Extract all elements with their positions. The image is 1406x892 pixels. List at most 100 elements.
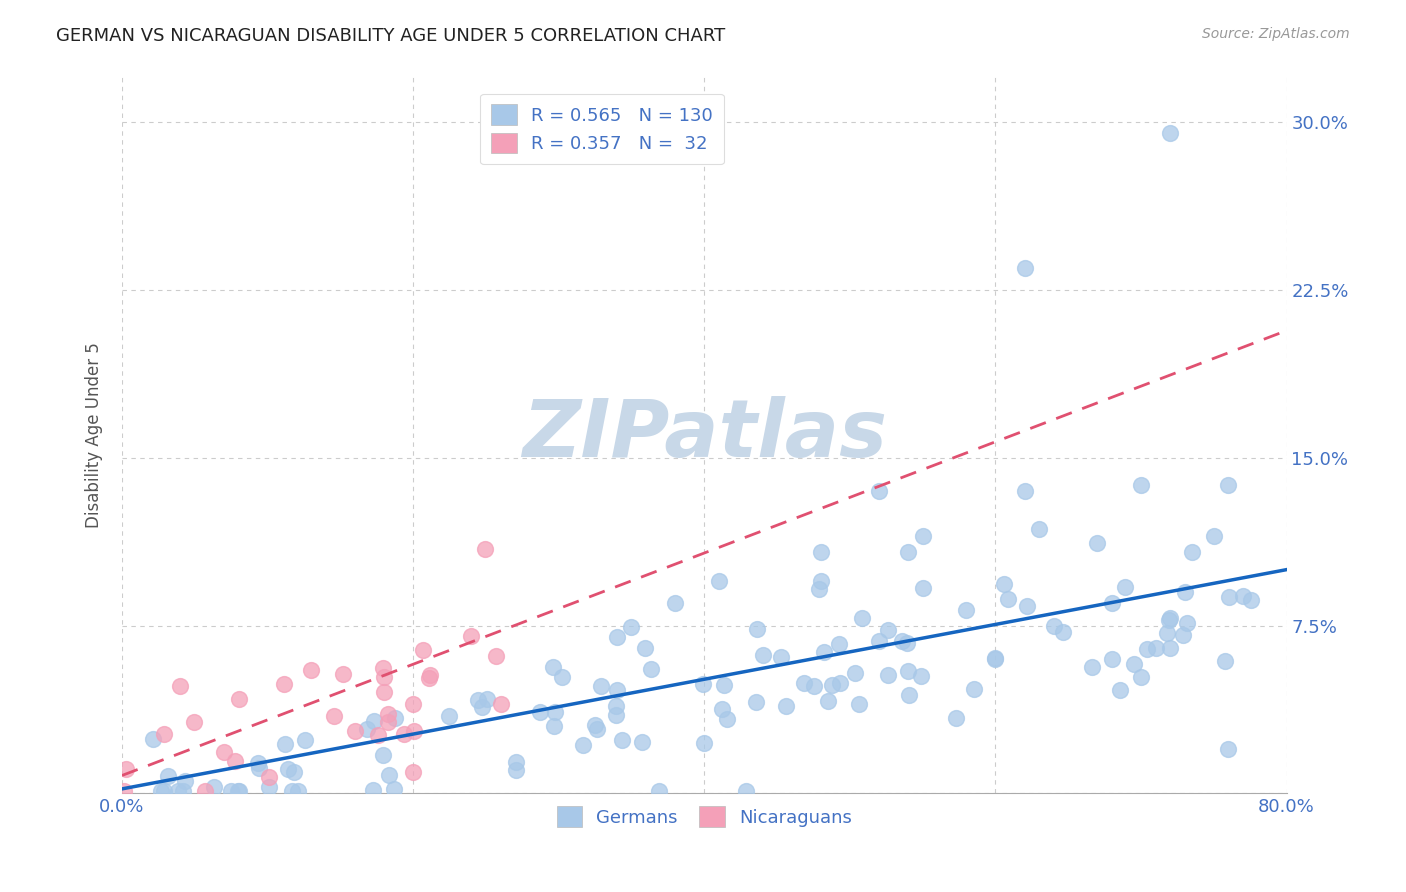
Point xyxy=(1085,535,1108,549)
Text: ZIPatlas: ZIPatlas xyxy=(522,396,887,475)
Point xyxy=(844,665,866,680)
Point xyxy=(412,643,434,657)
Point xyxy=(821,678,844,692)
Point xyxy=(692,677,714,691)
Point xyxy=(713,678,735,692)
Point xyxy=(112,784,135,798)
Point xyxy=(993,577,1015,591)
Point xyxy=(1101,596,1123,610)
Point xyxy=(1213,654,1236,668)
Point xyxy=(471,700,494,714)
Point xyxy=(544,705,567,719)
Point xyxy=(259,780,281,795)
Point xyxy=(744,695,766,709)
Point xyxy=(897,689,920,703)
Point xyxy=(247,761,270,775)
Point xyxy=(1014,260,1036,275)
Point xyxy=(1028,522,1050,536)
Point xyxy=(997,591,1019,606)
Point xyxy=(332,667,354,681)
Point xyxy=(402,764,425,779)
Point xyxy=(419,668,441,682)
Point xyxy=(273,677,295,691)
Point xyxy=(828,637,851,651)
Point xyxy=(1042,618,1064,632)
Point xyxy=(277,762,299,776)
Point xyxy=(1181,544,1204,558)
Point xyxy=(371,661,394,675)
Point xyxy=(257,771,280,785)
Point xyxy=(1171,627,1194,641)
Point xyxy=(287,784,309,798)
Point xyxy=(876,623,898,637)
Point xyxy=(541,660,564,674)
Point xyxy=(583,718,606,732)
Point xyxy=(633,640,655,655)
Point xyxy=(810,574,832,588)
Point xyxy=(172,784,194,798)
Point xyxy=(377,714,399,729)
Point xyxy=(226,784,249,798)
Point xyxy=(489,697,512,711)
Point xyxy=(1174,585,1197,599)
Point xyxy=(373,747,395,762)
Point xyxy=(1156,626,1178,640)
Point xyxy=(1130,670,1153,684)
Point xyxy=(281,784,304,798)
Point xyxy=(890,633,912,648)
Point xyxy=(363,714,385,728)
Point xyxy=(543,719,565,733)
Point xyxy=(640,661,662,675)
Point xyxy=(851,611,873,625)
Point xyxy=(1017,599,1039,613)
Point xyxy=(166,784,188,798)
Point xyxy=(1175,615,1198,630)
Point xyxy=(1159,640,1181,655)
Point xyxy=(274,737,297,751)
Point xyxy=(710,701,733,715)
Point xyxy=(1101,652,1123,666)
Point xyxy=(1014,484,1036,499)
Point xyxy=(848,697,870,711)
Point xyxy=(620,620,643,634)
Point xyxy=(402,697,425,711)
Point xyxy=(610,733,633,747)
Point xyxy=(1080,659,1102,673)
Point xyxy=(896,636,918,650)
Point xyxy=(377,706,399,721)
Point xyxy=(142,731,165,746)
Point xyxy=(153,727,176,741)
Point xyxy=(984,652,1007,666)
Point xyxy=(1159,611,1181,625)
Point xyxy=(224,754,246,768)
Point xyxy=(962,681,984,696)
Point xyxy=(1218,477,1240,491)
Point xyxy=(897,665,920,679)
Point xyxy=(169,679,191,693)
Point xyxy=(1159,127,1181,141)
Point xyxy=(648,784,671,798)
Point xyxy=(551,670,574,684)
Point xyxy=(174,773,197,788)
Point xyxy=(418,671,440,685)
Point xyxy=(283,764,305,779)
Point xyxy=(606,630,628,644)
Point xyxy=(392,726,415,740)
Point xyxy=(474,542,496,557)
Point xyxy=(775,699,797,714)
Point xyxy=(830,676,852,690)
Point xyxy=(246,756,269,771)
Point xyxy=(813,645,835,659)
Point xyxy=(367,728,389,742)
Point xyxy=(1109,683,1132,698)
Legend: Germans, Nicaraguans: Germans, Nicaraguans xyxy=(550,799,859,834)
Point xyxy=(214,745,236,759)
Point xyxy=(716,712,738,726)
Point xyxy=(1218,590,1240,604)
Point xyxy=(294,733,316,747)
Point xyxy=(876,668,898,682)
Point xyxy=(1202,529,1225,543)
Point xyxy=(664,596,686,610)
Point xyxy=(911,529,934,543)
Point xyxy=(202,780,225,794)
